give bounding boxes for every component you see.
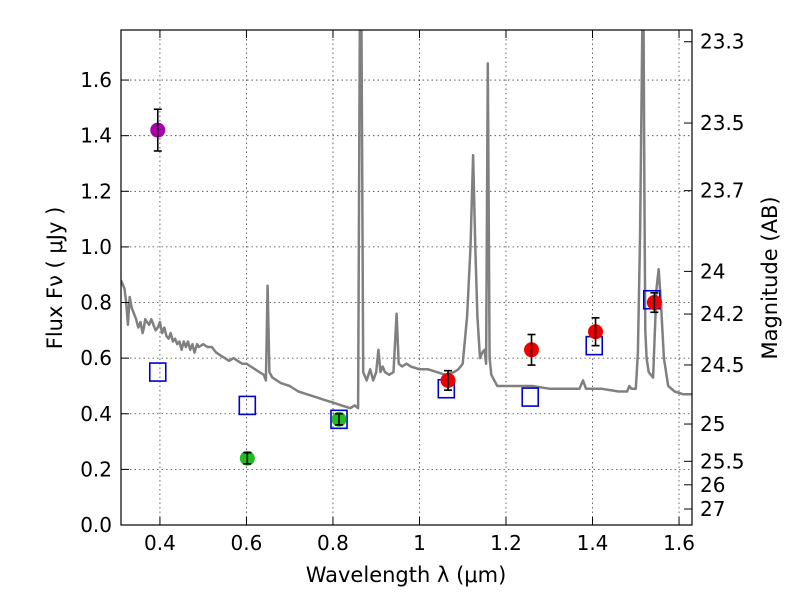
x-tick-label: 0.4 (144, 531, 176, 555)
mag-tick-label: 24 (700, 259, 725, 283)
spectrum-line (121, 30, 692, 410)
y-tick-label: 0.8 (80, 291, 112, 315)
y-axis-label: Flux Fν ( μJy ) (43, 207, 67, 350)
model-square-marker (148, 362, 167, 382)
y-tick-label: 1.2 (80, 179, 112, 203)
mag-tick-label: 25.5 (700, 449, 745, 473)
axis-ticks: 0.4 0.6 0.8 1 1.2 1.4 1.6 0.0 0.2 0.4 0.6 0.8 1.0 1.2… (80, 30, 744, 555)
x-tick-label: 1.4 (577, 531, 609, 555)
mag-tick-label: 27 (700, 497, 725, 521)
y-tick-label: 1.4 (80, 124, 112, 148)
mag-tick-label: 23.7 (700, 179, 745, 203)
mag-tick-label: 23.5 (700, 111, 745, 135)
plot-background (121, 30, 692, 525)
model-square-marker (330, 409, 348, 430)
model-square-marker (238, 395, 257, 416)
grid (121, 30, 692, 526)
plot-frame (120, 29, 693, 526)
mag-tick-label: 25 (700, 412, 725, 436)
y-axis-right-label: Magnitude (AB) (758, 196, 782, 359)
spectrum-series (121, 30, 692, 410)
mag-tick-label: 23.3 (700, 30, 745, 54)
y-tick-label: 1.6 (80, 68, 112, 92)
y-tick-label: 0.2 (80, 457, 112, 481)
x-tick-label: 1.6 (663, 531, 695, 555)
model-square-marker (521, 387, 540, 407)
x-tick-label: 1.2 (490, 531, 522, 555)
x-tick-label: 1 (413, 531, 426, 555)
mag-tick-label: 24.5 (700, 353, 745, 377)
y-tick-label: 0.6 (80, 346, 112, 370)
y-tick-label: 0.4 (80, 402, 112, 426)
y-tick-label: 1.0 (80, 235, 112, 259)
mag-tick-label: 24.2 (700, 302, 745, 326)
x-tick-label: 0.8 (317, 531, 349, 555)
x-axis-label: Wavelength λ (μm) (306, 563, 507, 587)
mag-tick-label: 26 (700, 473, 725, 497)
observed-photometry-series (150, 108, 662, 466)
y-tick-label: 0.0 (80, 513, 112, 537)
x-tick-label: 0.6 (231, 531, 263, 555)
